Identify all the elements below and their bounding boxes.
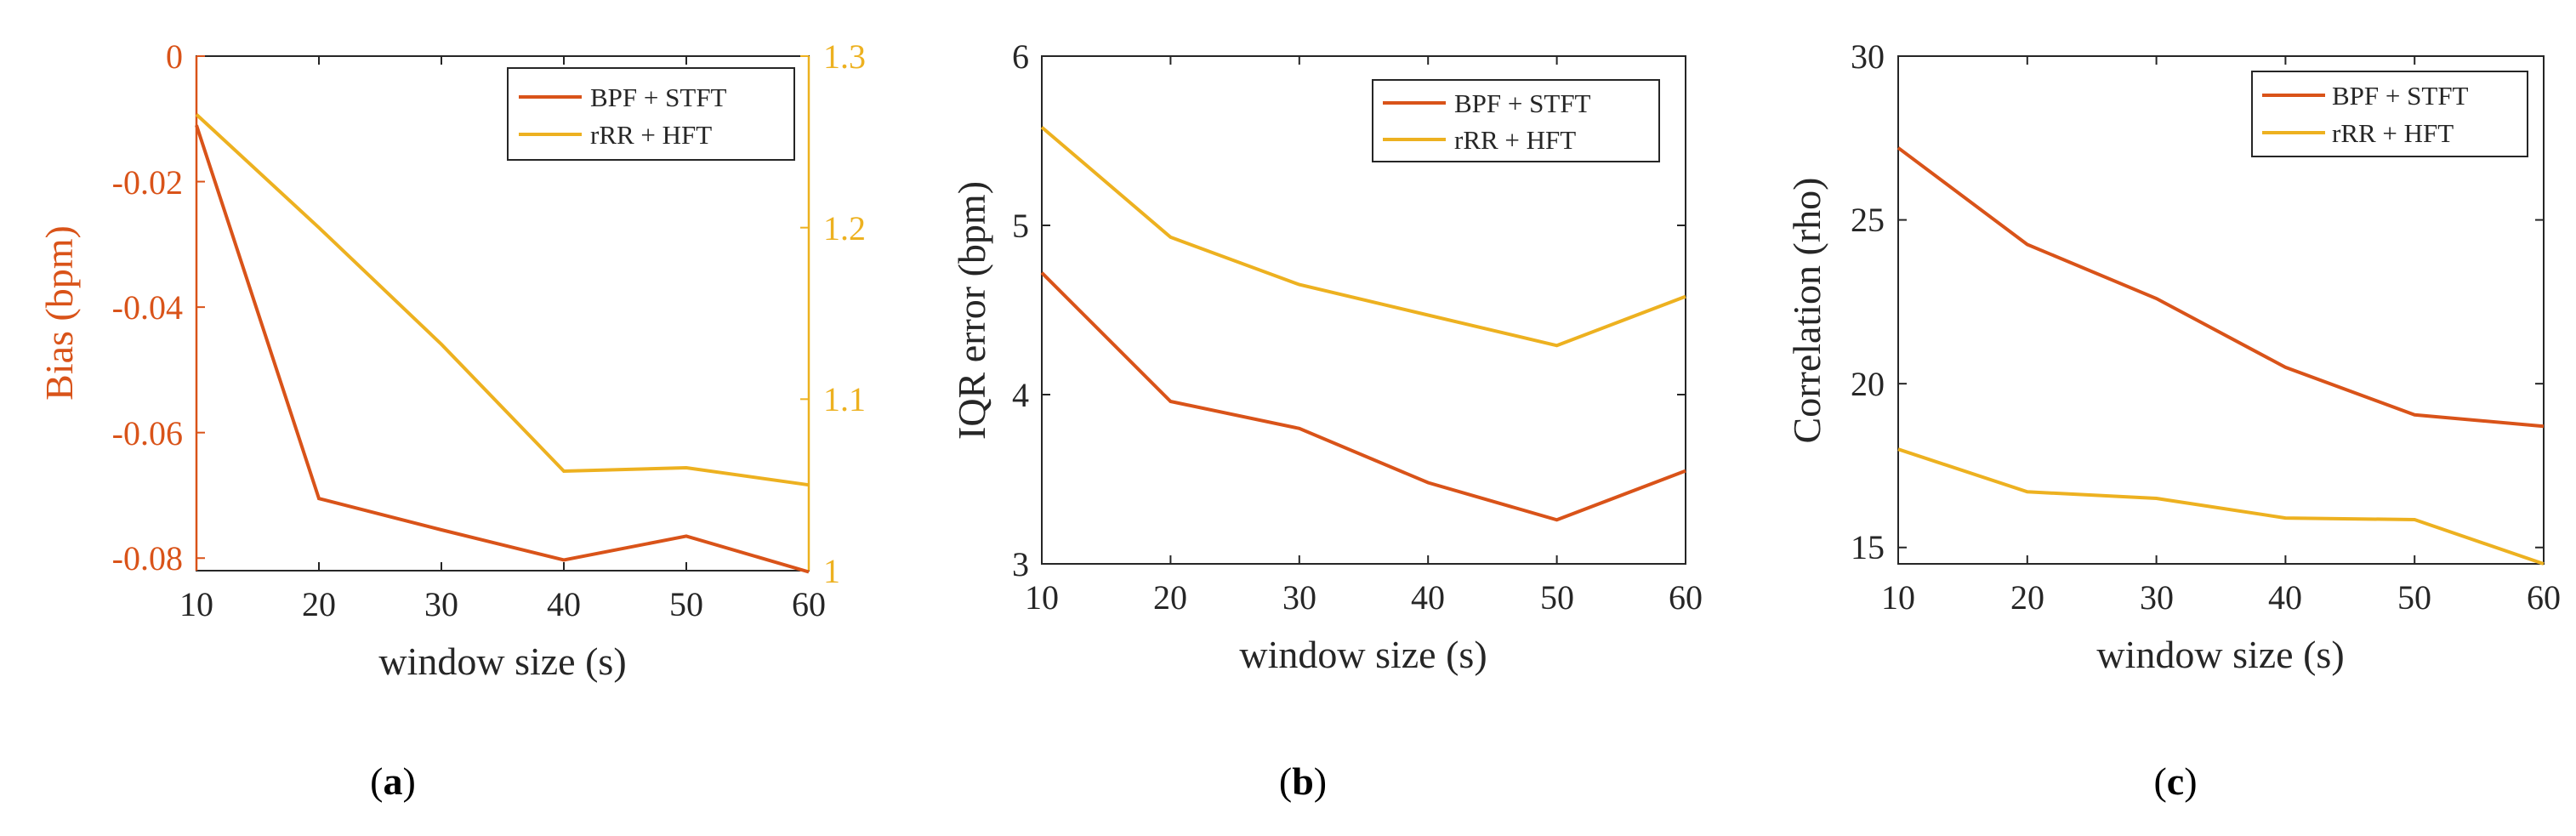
panel-b-ticks — [1041, 55, 1686, 565]
panel-c-caption: (c) — [2153, 759, 2197, 803]
panel-a-legend-box — [507, 67, 795, 161]
panel-c-legend-label: BPF + STFT — [2332, 81, 2469, 111]
panel-a-y-tick-label: -0.04 — [112, 288, 183, 327]
panel-c-caption-open: ( — [2153, 759, 2166, 803]
panel-c-x-axis-label: window size (s) — [2096, 633, 2344, 676]
panel-a-legend-label: BPF + STFT — [590, 82, 727, 112]
panel-a-caption-open: ( — [370, 759, 383, 803]
panel-a-y-tick-label: -0.02 — [112, 163, 183, 202]
panel-b-series-line-rrr-hft — [1040, 126, 1686, 348]
panel-c-x-tick-label: 20 — [2010, 578, 2044, 617]
panel-c-y-axis-label: Correlation (rho) — [1785, 178, 1828, 444]
panel-c-legend-label: rRR + HFT — [2332, 118, 2454, 148]
panel-b-y-tick-label: 4 — [1012, 376, 1029, 414]
panel-b-x-tick-label: 10 — [1025, 578, 1059, 617]
panel-c-y-tick-labels: 30 25 20 15 — [1851, 37, 1885, 566]
panel-a-legend: BPF + STFT rRR + HFT — [507, 67, 795, 161]
panel-b-y-tick-label: 5 — [1012, 207, 1029, 245]
panel-c-x-tick-label: 10 — [1881, 578, 1915, 617]
panel-c-x-tick-labels: 10 20 30 40 50 60 — [1881, 578, 2561, 617]
panel-a-legend-label: rRR + HFT — [590, 120, 712, 150]
panel-b-y-tick-label: 3 — [1012, 545, 1029, 583]
panel-b: 10 20 30 40 50 60 6 5 4 3 window size (s… — [950, 37, 1703, 803]
panel-b-caption-letter: b — [1292, 759, 1314, 803]
panel-a-x-tick-label: 40 — [547, 585, 581, 623]
panel-c-caption-close: ) — [2184, 759, 2197, 803]
panel-a-y-right-tick-label: 1.1 — [823, 380, 866, 418]
panel-b-x-tick-labels: 10 20 30 40 50 60 — [1025, 578, 1703, 617]
panel-b-x-axis-label: window size (s) — [1239, 633, 1487, 676]
panel-c-x-tick-label: 40 — [2268, 578, 2302, 617]
panel-a-y-tick-labels-left: 0 -0.02 -0.04 -0.06 -0.08 — [112, 37, 183, 577]
panel-b-y-tick-label: 6 — [1012, 37, 1029, 76]
panel-a-y-tick-labels-right: 1.3 1.2 1.1 1 — [823, 37, 866, 590]
panel-b-caption-close: ) — [1314, 759, 1327, 803]
panel-b-x-tick-label: 40 — [1411, 578, 1445, 617]
panel-a-x-tick-label: 30 — [424, 585, 458, 623]
panel-b-caption: (b) — [1279, 759, 1327, 803]
panel-b-legend-box — [1372, 79, 1660, 162]
panel-c-y-tick-label: 15 — [1851, 528, 1885, 566]
panel-b-x-tick-label: 30 — [1282, 578, 1316, 617]
panel-a-x-axis-label: window size (s) — [378, 640, 626, 683]
panel-c-x-tick-label: 50 — [2397, 578, 2431, 617]
panel-b-legend: BPF + STFT rRR + HFT — [1372, 79, 1660, 162]
panel-a-series-line-bpf-stft — [195, 124, 810, 574]
panel-c-y-tick-label: 20 — [1851, 365, 1885, 403]
panel-b-y-axis-label: IQR error (bpm) — [950, 181, 993, 440]
panel-a-y-right-tick-label: 1.3 — [823, 37, 866, 76]
panel-b-series-line-bpf-stft — [1040, 271, 1686, 522]
panel-b-x-tick-label: 50 — [1540, 578, 1574, 617]
panel-c-x-tick-label: 30 — [2140, 578, 2174, 617]
panel-b-series — [1040, 126, 1686, 522]
panel-c-y-tick-label: 25 — [1851, 201, 1885, 239]
panel-b-x-tick-label: 60 — [1669, 578, 1703, 617]
panel-a-y-axis-label: Bias (bpm) — [37, 225, 81, 401]
panel-a-x-tick-label: 10 — [179, 585, 213, 623]
panel-a-x-tick-label: 60 — [792, 585, 826, 623]
panel-a-caption-close: ) — [403, 759, 416, 803]
panel-a-x-tick-label: 50 — [669, 585, 703, 623]
panel-c-plot-area — [1897, 55, 2545, 565]
panel-a-x-tick-labels: 10 20 30 40 50 60 — [179, 585, 826, 623]
panel-c-y-tick-label: 30 — [1851, 37, 1885, 76]
panel-c-caption-letter: c — [2167, 759, 2184, 803]
panel-a-caption-letter: a — [384, 759, 403, 803]
panel-c-series-line-rrr-hft — [1897, 447, 2545, 566]
panel-a: 10 20 30 40 50 60 0 -0.02 -0.04 -0.06 -0… — [37, 37, 866, 803]
panel-c-legend-box — [2251, 71, 2528, 157]
panel-a-y-tick-label: -0.08 — [112, 539, 183, 577]
panel-b-x-tick-label: 20 — [1153, 578, 1187, 617]
panel-c-legend: BPF + STFT rRR + HFT — [2251, 71, 2528, 157]
panel-a-x-tick-label: 20 — [302, 585, 336, 623]
panel-b-y-tick-labels: 6 5 4 3 — [1012, 37, 1029, 583]
panel-c-x-tick-label: 60 — [2527, 578, 2561, 617]
panel-a-y-right-tick-label: 1.2 — [823, 209, 866, 247]
panel-b-caption-open: ( — [1279, 759, 1292, 803]
panel-a-y-tick-label: 0 — [166, 37, 183, 76]
panel-a-series-line-rrr-hft — [195, 113, 810, 487]
panel-b-legend-label: rRR + HFT — [1454, 125, 1576, 155]
panel-b-legend-label: BPF + STFT — [1454, 88, 1591, 118]
panel-c-ticks — [1897, 55, 2545, 564]
panel-a-y-tick-label: -0.06 — [112, 414, 183, 452]
panel-a-caption: (a) — [370, 759, 416, 803]
panel-a-series — [195, 113, 810, 574]
panel-c: 10 20 30 40 50 60 30 25 20 15 window siz… — [1785, 37, 2561, 803]
panel-c-series-line-bpf-stft — [1896, 146, 2545, 429]
panel-c-series — [1896, 146, 2545, 566]
panel-a-y-right-tick-label: 1 — [823, 552, 840, 590]
